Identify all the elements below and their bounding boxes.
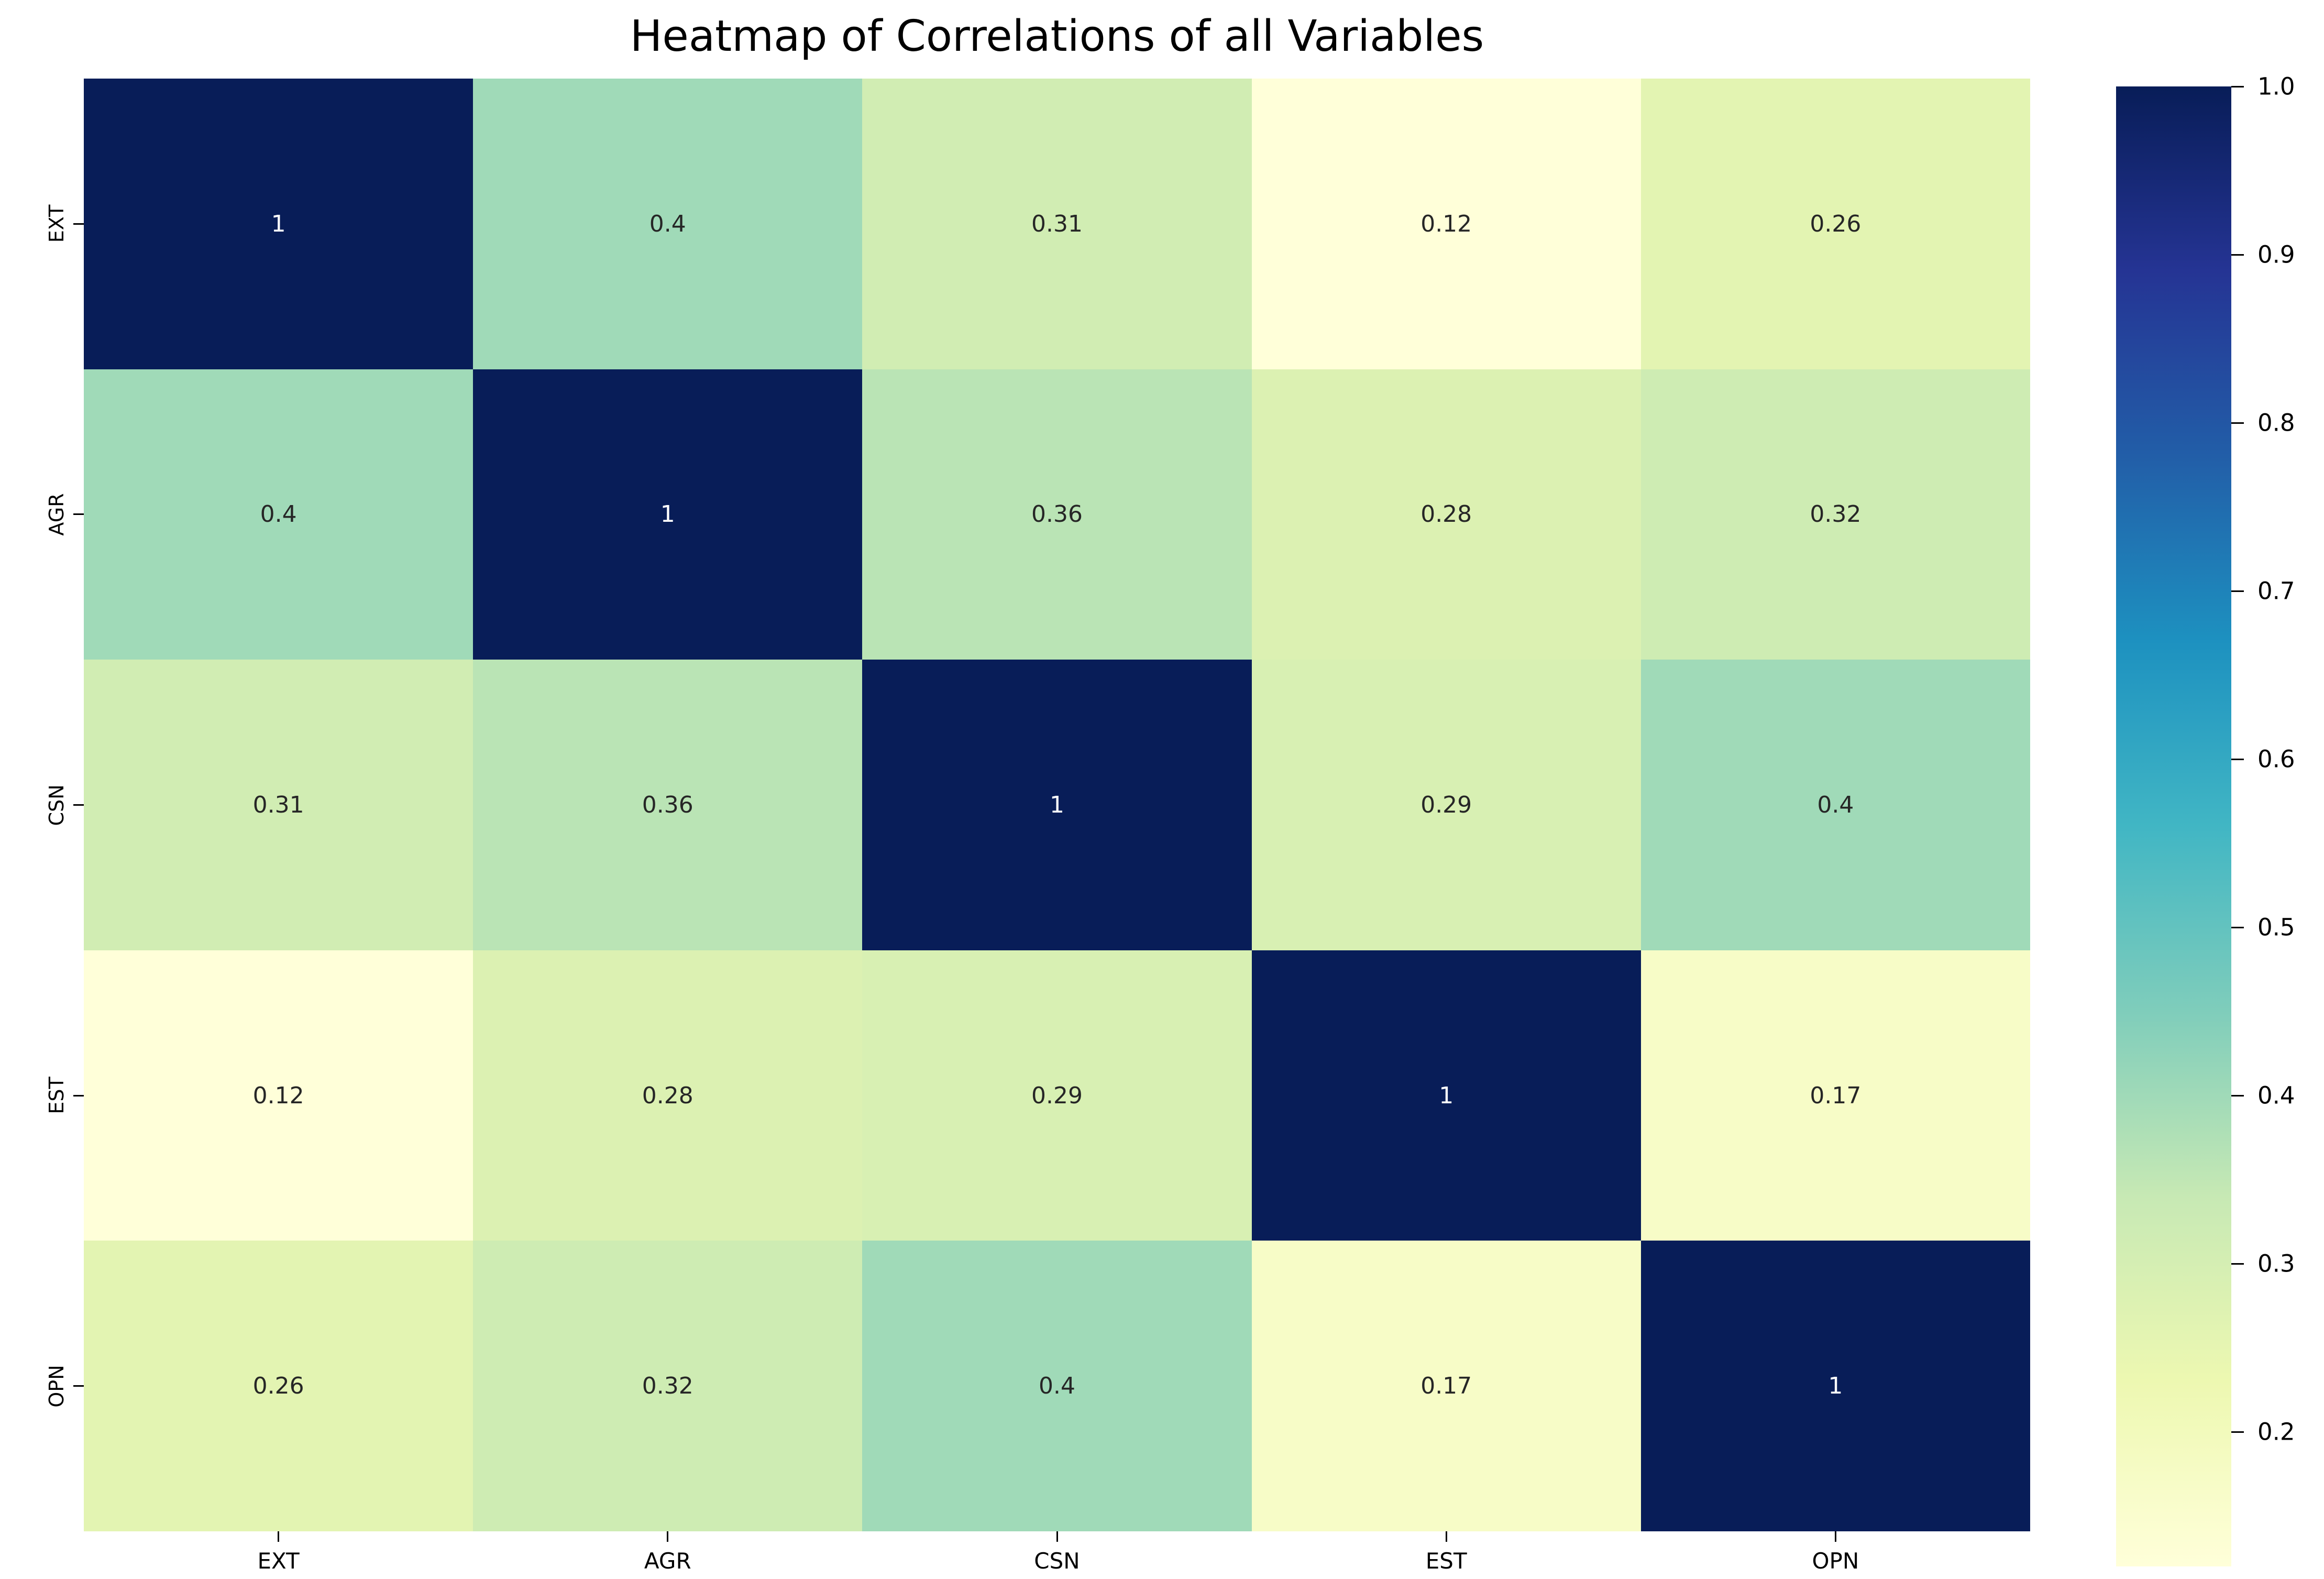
colorbar-tick-mark (2231, 758, 2244, 760)
y-tick-mark (73, 804, 84, 806)
cell-value: 0.17 (1420, 1373, 1472, 1400)
heatmap-cell-EST-CSN: 0.29 (862, 950, 1252, 1241)
heatmap-cell-AGR-CSN: 0.36 (862, 369, 1252, 660)
x-tick-mark (1056, 1531, 1058, 1542)
heatmap-cell-CSN-OPN: 0.4 (1640, 660, 2030, 950)
cell-value: 0.26 (252, 1373, 304, 1400)
heatmap-cell-OPN-OPN: 1 (1640, 1241, 2030, 1531)
heatmap-cell-AGR-OPN: 0.32 (1640, 369, 2030, 660)
heatmap-cell-EXT-OPN: 0.26 (1640, 79, 2030, 369)
x-tick-label-EXT: EXT (257, 1548, 300, 1574)
cell-value: 0.36 (1031, 501, 1083, 528)
cell-value: 0.31 (252, 791, 304, 818)
y-tick-mark (73, 1385, 84, 1387)
heatmap-cell-EST-EXT: 0.12 (84, 950, 473, 1241)
heatmap-cell-EST-EST: 1 (1251, 950, 1641, 1241)
x-tick-mark (1445, 1531, 1447, 1542)
heatmap-cell-EXT-EST: 0.12 (1251, 79, 1641, 369)
cell-value: 0.29 (1420, 791, 1472, 818)
colorbar-tick-mark (2231, 85, 2244, 87)
cell-value: 0.28 (642, 1082, 693, 1109)
cell-value: 1 (1828, 1373, 1843, 1400)
y-tick-label-OPN: OPN (45, 1365, 68, 1408)
heatmap-cell-CSN-AGR: 0.36 (473, 660, 863, 950)
cell-value: 0.4 (260, 501, 297, 528)
y-tick-label-AGR: AGR (45, 493, 68, 536)
heatmap-cell-OPN-AGR: 0.32 (473, 1241, 863, 1531)
heatmap-cell-CSN-CSN: 1 (862, 660, 1252, 950)
cell-value: 0.29 (1031, 1082, 1083, 1109)
cell-value: 0.32 (642, 1373, 693, 1400)
colorbar-tick-mark (2231, 590, 2244, 592)
colorbar-tick-label-0.9: 0.9 (2257, 240, 2295, 269)
colorbar-tick-mark (2231, 926, 2244, 928)
x-tick-mark (1834, 1531, 1836, 1542)
chart-title: Heatmap of Correlations of all Variables (630, 12, 1484, 61)
cell-value: 0.12 (1420, 210, 1472, 237)
colorbar-tick-label-0.8: 0.8 (2257, 409, 2295, 437)
heatmap-cell-AGR-EXT: 0.4 (84, 369, 473, 660)
colorbar-tick-label-0.5: 0.5 (2257, 913, 2295, 941)
heatmap-cell-EXT-AGR: 0.4 (473, 79, 863, 369)
cell-value: 1 (271, 210, 286, 237)
heatmap-cell-AGR-AGR: 1 (473, 369, 863, 660)
heatmap-cell-OPN-CSN: 0.4 (862, 1241, 1252, 1531)
cell-value: 0.36 (642, 791, 693, 818)
cell-value: 0.4 (1039, 1373, 1075, 1400)
cell-value: 0.4 (649, 210, 686, 237)
cell-value: 0.32 (1810, 501, 1862, 528)
cell-value: 1 (1439, 1082, 1454, 1109)
y-tick-mark (73, 223, 84, 225)
heatmap-cell-AGR-EST: 0.28 (1251, 369, 1641, 660)
colorbar-tick-label-0.2: 0.2 (2257, 1418, 2295, 1446)
colorbar-tick-label-0.6: 0.6 (2257, 745, 2295, 773)
colorbar-tick-label-0.3: 0.3 (2257, 1249, 2295, 1278)
x-tick-label-AGR: AGR (644, 1548, 691, 1574)
x-tick-mark (278, 1531, 280, 1542)
x-tick-label-OPN: OPN (1812, 1548, 1859, 1574)
colorbar-tick-label-1.0: 1.0 (2257, 72, 2295, 101)
heatmap-cell-CSN-EST: 0.29 (1251, 660, 1641, 950)
cell-value: 0.26 (1810, 210, 1862, 237)
cell-value: 0.4 (1817, 791, 1854, 818)
x-tick-mark (667, 1531, 669, 1542)
heatmap-cell-EXT-CSN: 0.31 (862, 79, 1252, 369)
colorbar-gradient (2116, 86, 2231, 1566)
heatmap-cell-EST-OPN: 0.17 (1640, 950, 2030, 1241)
y-tick-label-CSN: CSN (45, 784, 68, 826)
heatmap-cell-OPN-EST: 0.17 (1251, 1241, 1641, 1531)
heatmap-cell-OPN-EXT: 0.26 (84, 1241, 473, 1531)
y-tick-mark (73, 1094, 84, 1096)
cell-value: 0.28 (1420, 501, 1472, 528)
colorbar-tick-mark (2231, 1263, 2244, 1265)
colorbar-tick-label-0.7: 0.7 (2257, 577, 2295, 605)
heatmap-cell-EST-AGR: 0.28 (473, 950, 863, 1241)
cell-value: 1 (1049, 791, 1064, 818)
cell-value: 1 (660, 501, 675, 528)
colorbar-tick-mark (2231, 254, 2244, 256)
y-tick-label-EST: EST (45, 1077, 68, 1114)
y-tick-mark (73, 513, 84, 516)
x-tick-label-EST: EST (1425, 1548, 1467, 1574)
cell-value: 0.17 (1810, 1082, 1862, 1109)
colorbar-tick-mark (2231, 422, 2244, 424)
colorbar-tick-mark (2231, 1094, 2244, 1096)
heatmap-cell-EXT-EXT: 1 (84, 79, 473, 369)
colorbar-tick-mark (2231, 1431, 2244, 1433)
cell-value: 0.12 (252, 1082, 304, 1109)
y-tick-label-EXT: EXT (45, 205, 68, 243)
colorbar-tick-label-0.4: 0.4 (2257, 1081, 2295, 1110)
heatmap-cell-CSN-EXT: 0.31 (84, 660, 473, 950)
cell-value: 0.31 (1031, 210, 1083, 237)
x-tick-label-CSN: CSN (1034, 1548, 1080, 1574)
heatmap-grid: 1 0.4 0.31 0.12 0.26 0.4 1 0.36 0.28 0.32 0.31 0.36… (84, 79, 2030, 1531)
